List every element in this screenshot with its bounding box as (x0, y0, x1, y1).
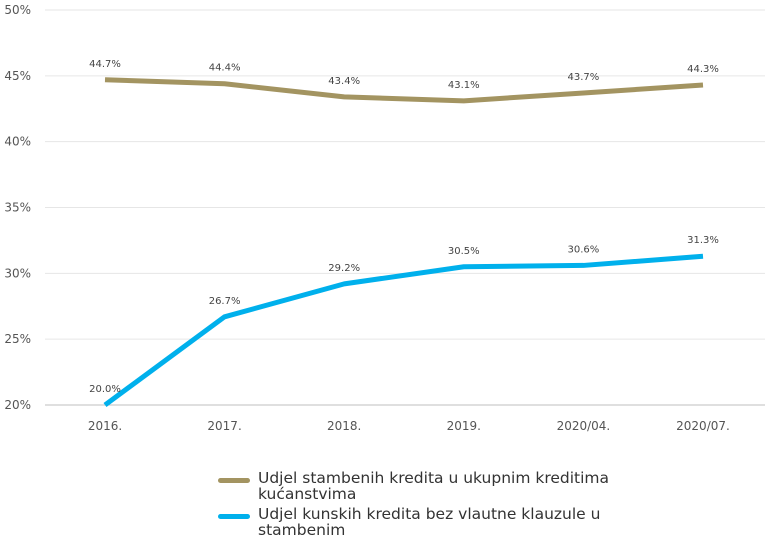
x-tick-label: 2018. (327, 419, 361, 433)
legend: Udjel stambenih kredita u ukupnim kredit… (218, 470, 688, 542)
line-chart: 20% 25% 30% 35% 40% 45% 50% 2016. 2017. 2018. 2019… (4, 3, 765, 433)
data-label: 20.0% (89, 384, 121, 395)
data-label: 26.7% (209, 296, 241, 307)
y-tick-label: 45% (4, 69, 31, 83)
data-label: 30.5% (448, 246, 480, 257)
series-line-2 (103, 253, 704, 408)
legend-swatch-kuna-loans (218, 514, 250, 519)
data-label: 31.3% (687, 235, 719, 246)
data-label: 30.6% (568, 244, 600, 255)
data-label: 44.3% (687, 64, 719, 75)
series-line-1 (104, 77, 704, 104)
data-label: 44.4% (209, 63, 241, 74)
legend-item-kuna-loans: Udjel kunskih kredita bez vlautne klauzu… (218, 506, 688, 538)
y-tick-label: 35% (4, 201, 31, 215)
legend-label-kuna-loans: Udjel kunskih kredita bez vlautne klauzu… (258, 505, 601, 539)
data-label: 43.7% (568, 72, 600, 83)
data-label: 43.4% (328, 76, 360, 87)
x-tick-label: 2016. (88, 419, 122, 433)
legend-swatch-housing-loans (218, 478, 250, 483)
x-tick-label: 2017. (207, 419, 241, 433)
y-tick-label: 50% (4, 3, 31, 17)
x-tick-label: 2020/04. (557, 419, 611, 433)
legend-item-housing-loans: Udjel stambenih kredita u ukupnim kredit… (218, 470, 688, 502)
y-tick-label: 30% (4, 266, 31, 280)
y-tick-label: 40% (4, 135, 31, 149)
data-label: 29.2% (328, 263, 360, 274)
x-tick-label: 2019. (447, 419, 481, 433)
x-tick-label: 2020/07. (676, 419, 730, 433)
y-tick-label: 25% (4, 332, 31, 346)
legend-label-housing-loans: Udjel stambenih kredita u ukupnim kredit… (258, 469, 610, 503)
data-label: 43.1% (448, 80, 480, 91)
data-label: 44.7% (89, 59, 121, 70)
y-tick-label: 20% (4, 398, 31, 412)
